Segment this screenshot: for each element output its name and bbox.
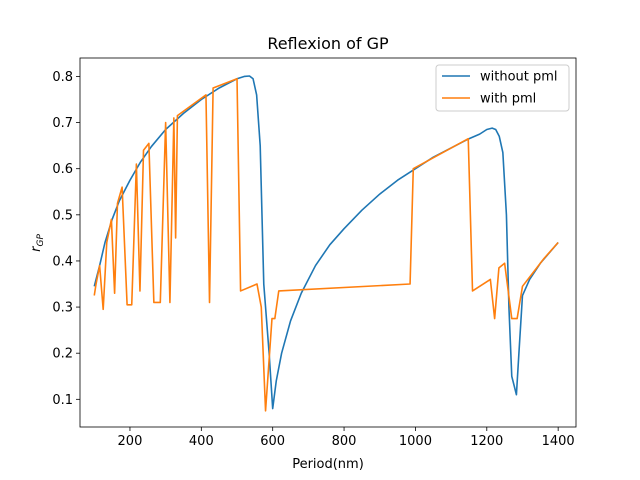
y-tick-label: 0.1: [52, 393, 73, 408]
x-axis-label: Period(nm): [292, 457, 364, 472]
x-tick-label: 400: [189, 434, 214, 449]
y-tick-label: 0.7: [52, 116, 73, 131]
plot-area: 200 400 600 800 1000 1200 1400 0.1 0.2 0.3 0.4 0.5 0…: [52, 57, 577, 449]
y-tick-label: 0.8: [52, 70, 73, 85]
x-tick-label: 1000: [399, 434, 432, 449]
x-tick-label: 1400: [542, 434, 575, 449]
x-tick-label: 600: [260, 434, 285, 449]
x-tick-label: 200: [118, 434, 143, 449]
y-tick-label: 0.4: [52, 254, 73, 269]
axes-frame: [79, 57, 577, 428]
legend: without pml with pml: [435, 64, 570, 112]
series-line-with-pml: [93, 77, 559, 412]
y-tick-label: 0.5: [52, 208, 73, 223]
y-tick-label: 0.3: [52, 301, 73, 316]
y-axis-label-main: r: [29, 245, 44, 252]
y-axis-label-sub: GP: [36, 234, 46, 247]
chart-title: Reflexion of GP: [267, 34, 389, 53]
x-tick-label: 800: [332, 434, 357, 449]
legend-label-with-pml: with pml: [480, 92, 536, 107]
x-tick-label: 1200: [470, 434, 503, 449]
series-line-without-pml: [93, 75, 559, 410]
legend-label-without-pml: without pml: [480, 70, 558, 85]
y-tick-label: 0.6: [52, 162, 73, 177]
y-axis-label: rGP: [29, 234, 46, 252]
y-tick-label: 0.2: [52, 347, 73, 362]
